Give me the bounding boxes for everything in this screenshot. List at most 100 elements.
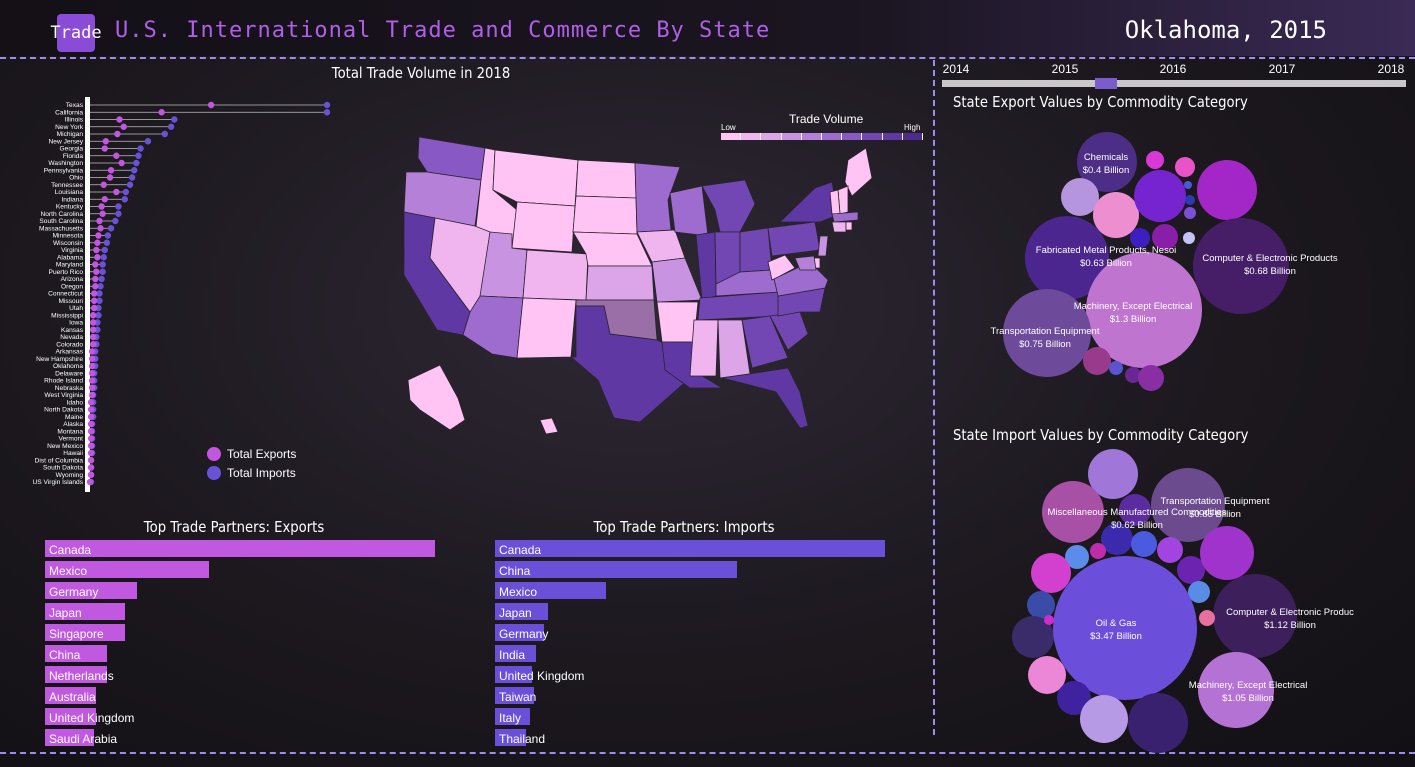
commodity-bubble[interactable] bbox=[1061, 178, 1099, 216]
map-state-ms[interactable] bbox=[689, 319, 719, 377]
partner-bar[interactable] bbox=[45, 666, 108, 683]
map-legend-title: Trade Volume bbox=[789, 112, 864, 126]
partner-bar[interactable] bbox=[495, 624, 544, 641]
timeline-year-2017[interactable]: 2017 bbox=[1268, 62, 1296, 76]
map-legend-swatch bbox=[801, 133, 823, 140]
commodity-bubble[interactable] bbox=[1138, 365, 1164, 391]
commodity-bubble[interactable] bbox=[1057, 681, 1091, 715]
partner-bar[interactable] bbox=[495, 603, 548, 620]
map-state-me[interactable] bbox=[844, 147, 873, 197]
timeline-year-2018[interactable]: 2018 bbox=[1377, 62, 1405, 76]
commodity-bubble[interactable] bbox=[1157, 537, 1183, 563]
timeline-handle[interactable] bbox=[1095, 78, 1117, 89]
partner-bar[interactable] bbox=[45, 582, 137, 599]
commodity-bubble[interactable] bbox=[1080, 695, 1128, 743]
commodity-bubble[interactable] bbox=[1025, 216, 1109, 300]
map-state-ri[interactable] bbox=[845, 221, 853, 231]
commodity-bubble[interactable] bbox=[1134, 170, 1186, 222]
map-state-ga[interactable] bbox=[741, 315, 789, 369]
partner-bar[interactable] bbox=[495, 540, 885, 557]
map-state-nj[interactable] bbox=[817, 235, 829, 257]
commodity-bubble[interactable] bbox=[1086, 252, 1202, 368]
commodity-bubble[interactable] bbox=[1090, 543, 1106, 559]
map-state-or[interactable] bbox=[403, 171, 482, 227]
map-state-tx[interactable] bbox=[569, 305, 691, 423]
commodity-bubble[interactable] bbox=[1093, 192, 1139, 238]
commodity-bubble[interactable] bbox=[1042, 481, 1104, 543]
commodity-bubble[interactable] bbox=[1125, 367, 1141, 383]
partner-bar[interactable] bbox=[495, 666, 533, 683]
commodity-bubble[interactable] bbox=[1185, 195, 1195, 205]
partner-bar[interactable] bbox=[495, 729, 527, 746]
partner-bar[interactable] bbox=[45, 645, 108, 662]
commodity-bubble[interactable] bbox=[1128, 693, 1188, 753]
timeline-track[interactable] bbox=[942, 80, 1406, 87]
timeline-year-2016[interactable]: 2016 bbox=[1159, 62, 1187, 76]
lollipop-export-dot bbox=[93, 268, 100, 275]
lollipop-import-dot bbox=[122, 188, 130, 196]
commodity-bubble[interactable] bbox=[1213, 574, 1297, 658]
commodity-bubble[interactable] bbox=[1198, 652, 1274, 728]
commodity-bubble[interactable] bbox=[1065, 545, 1089, 569]
partner-bar[interactable] bbox=[45, 708, 96, 725]
partner-bar[interactable] bbox=[45, 561, 209, 578]
commodity-bubble[interactable] bbox=[1184, 207, 1196, 219]
partner-bar[interactable] bbox=[45, 540, 435, 557]
commodity-bubble[interactable] bbox=[1031, 553, 1071, 593]
partner-bar[interactable] bbox=[495, 645, 536, 662]
commodity-bubble[interactable] bbox=[1083, 347, 1111, 375]
map-state-ma[interactable] bbox=[831, 211, 859, 223]
commodity-bubble[interactable] bbox=[1184, 181, 1192, 189]
commodity-bubble[interactable] bbox=[1077, 132, 1137, 192]
lollipop-state-label: Georgia bbox=[60, 146, 84, 153]
partner-bar[interactable] bbox=[45, 624, 125, 641]
commodity-bubble[interactable] bbox=[1027, 591, 1055, 619]
commodity-bubble[interactable] bbox=[1028, 656, 1066, 694]
us-choropleth-map[interactable] bbox=[0, 0, 933, 500]
partner-bar[interactable] bbox=[45, 729, 94, 746]
commodity-bubble[interactable] bbox=[1146, 151, 1164, 169]
map-state-wy[interactable] bbox=[511, 201, 576, 253]
commodity-bubble[interactable] bbox=[1119, 494, 1151, 526]
map-state-ak[interactable] bbox=[407, 364, 466, 431]
partner-bar[interactable] bbox=[45, 603, 125, 620]
map-state-nm[interactable] bbox=[516, 297, 577, 359]
map-state-hi[interactable] bbox=[539, 417, 559, 435]
partner-bar[interactable] bbox=[495, 582, 607, 599]
commodity-bubble[interactable] bbox=[1053, 556, 1197, 700]
map-legend-high: High bbox=[904, 123, 921, 132]
commodity-bubble[interactable] bbox=[1175, 157, 1195, 177]
commodity-bubble[interactable] bbox=[1109, 361, 1123, 375]
commodity-bubble[interactable] bbox=[1131, 531, 1157, 557]
commodity-bubble[interactable] bbox=[1151, 468, 1225, 542]
commodity-bubble[interactable] bbox=[1044, 615, 1054, 625]
commodity-bubble[interactable] bbox=[1101, 523, 1133, 555]
partner-bar[interactable] bbox=[45, 687, 96, 704]
timeline-year-2014[interactable]: 2014 bbox=[942, 62, 970, 76]
commodity-bubble[interactable] bbox=[1183, 232, 1195, 244]
commodity-bubble[interactable] bbox=[1200, 526, 1254, 580]
commodity-bubble[interactable] bbox=[1193, 218, 1289, 314]
map-state-fl[interactable] bbox=[721, 367, 809, 429]
commodity-bubble[interactable] bbox=[1177, 556, 1205, 584]
commodity-bubble[interactable] bbox=[1012, 616, 1054, 658]
commodity-bubble[interactable] bbox=[1130, 228, 1150, 248]
map-state-ct[interactable] bbox=[831, 221, 847, 233]
commodity-bubble[interactable] bbox=[1199, 610, 1215, 626]
map-state-md[interactable] bbox=[794, 255, 817, 271]
commodity-bubble[interactable] bbox=[1088, 449, 1138, 499]
partner-bar[interactable] bbox=[495, 687, 534, 704]
commodity-bubble[interactable] bbox=[1003, 289, 1091, 377]
partner-bar[interactable] bbox=[495, 561, 737, 578]
partner-bar[interactable] bbox=[495, 708, 531, 725]
partner-label: Mexico bbox=[499, 585, 538, 599]
lollipop-export-dot bbox=[88, 362, 96, 370]
timeline-year-2015[interactable]: 2015 bbox=[1051, 62, 1079, 76]
commodity-bubble[interactable] bbox=[1188, 581, 1210, 603]
map-state-wv[interactable] bbox=[767, 254, 796, 281]
map-legend-low: Low bbox=[721, 123, 736, 132]
commodity-bubble[interactable] bbox=[1152, 224, 1178, 250]
commodity-bubble[interactable] bbox=[1197, 160, 1257, 220]
